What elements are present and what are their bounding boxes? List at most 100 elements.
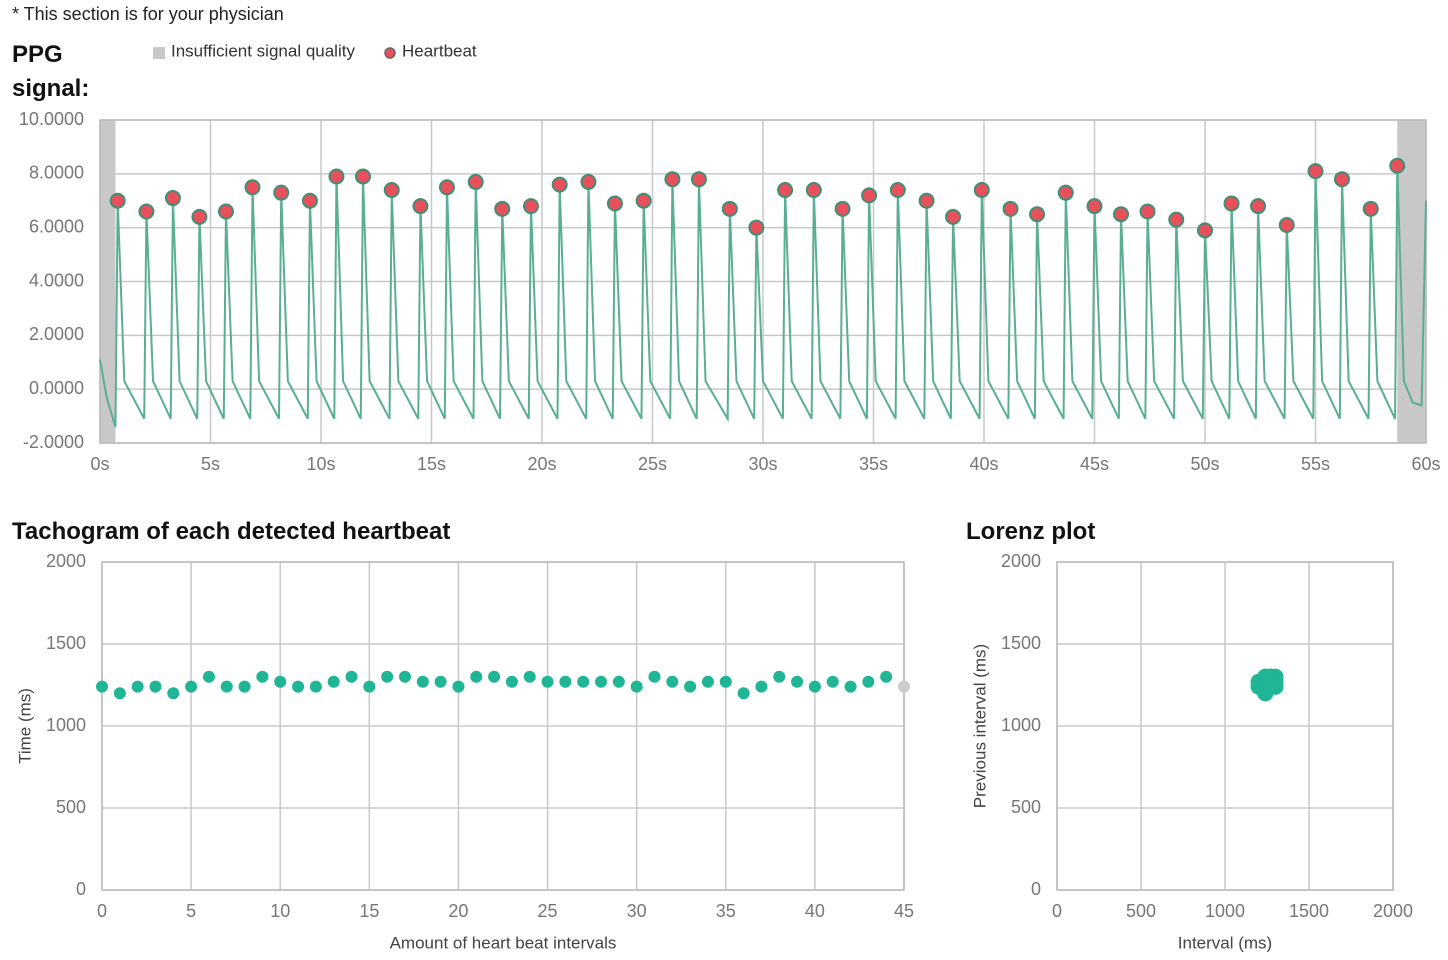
scatter-point [505,675,518,688]
heartbeat-marker [690,171,707,188]
heartbeat-marker [606,195,623,212]
x-tick-label: 20 [448,901,468,921]
x-tick-label: 1000 [1205,901,1245,921]
heartbeat-marker [721,200,738,217]
scatter-point [666,675,679,688]
heartbeat-marker [328,168,345,185]
y-tick-label: 1500 [1001,633,1041,653]
x-tick-label: 30 [627,901,647,921]
scatter-point [327,675,340,688]
legend-label: Insufficient signal quality [171,41,355,60]
scatter-point [559,675,572,688]
x-tick-label: 25s [638,454,667,474]
y-axis-label: Time (ms) [15,688,34,764]
x-tick-label: 40 [805,901,825,921]
x-tick-label: 55s [1301,454,1330,474]
x-tick-label: 20s [527,454,556,474]
y-tick-label: 2000 [1001,551,1041,571]
x-tick-label: 60s [1411,454,1440,474]
x-tick-label: 15 [359,901,379,921]
scatter-point [773,670,786,683]
y-tick-label: 0.0000 [29,378,84,398]
heartbeat-marker [1389,157,1406,174]
heartbeat-marker [1334,171,1351,188]
x-tick-label: 25 [538,901,558,921]
scatter-point [844,680,857,693]
heartbeat-marker [635,192,652,209]
scatter-point [612,675,625,688]
x-tick-label: 0 [97,901,107,921]
heartbeat-marker [138,203,155,220]
heartbeat-marker [889,181,906,198]
y-tick-label: 2.0000 [29,324,84,344]
scatter-point [256,670,269,683]
heartbeat-marker [834,200,851,217]
scatter-point [167,687,180,700]
heartbeat-marker [1057,184,1074,201]
y-tick-label: 500 [56,797,86,817]
y-tick-label: 6.0000 [29,216,84,236]
heartbeat-marker [1278,216,1295,233]
y-tick-label: 0 [76,879,86,899]
x-axis-label: Interval (ms) [1178,933,1272,952]
heartbeat-marker [580,173,597,190]
scatter-point [523,670,536,683]
heartbeat-marker [217,203,234,220]
y-tick-label: 2000 [46,551,86,571]
y-tick-label: 4.0000 [29,270,84,290]
scatter-point [202,670,215,683]
heartbeat-marker [664,171,681,188]
legend-swatch [153,47,165,59]
x-tick-label: 1500 [1289,901,1329,921]
heartbeat-marker [861,187,878,204]
x-tick-label: 30s [748,454,777,474]
scatter-point [791,675,804,688]
scatter-point [719,675,732,688]
heartbeat-marker [918,192,935,209]
scatter-point [220,680,233,693]
scatter-point [113,687,126,700]
plot-frame [1056,561,1394,891]
scatter-point [898,680,910,693]
heartbeat-marker [467,173,484,190]
scatter-point [541,675,554,688]
y-tick-label: 8.0000 [29,163,84,183]
x-tick-label: 35s [859,454,888,474]
scatter-point [755,680,768,693]
x-tick-label: 5 [186,901,196,921]
scatter-point [648,670,661,683]
scatter-point [595,675,608,688]
heartbeat-marker [522,198,539,215]
scatter-point [416,675,429,688]
heartbeat-marker [945,208,962,225]
chart-title: Lorenz plot [966,518,1096,545]
plot-frame [99,119,1427,444]
scatter-point [684,680,697,693]
legend-label: Heartbeat [402,41,477,60]
heartbeat-marker [164,190,181,207]
heartbeat-marker [244,179,261,196]
scatter-point [826,675,839,688]
y-tick-label: 1500 [46,633,86,653]
heartbeat-marker [777,181,794,198]
scatter-point [737,687,750,700]
scatter-point [701,675,714,688]
scatter-point [274,675,287,688]
scatter-point [880,670,893,683]
heartbeat-marker [273,184,290,201]
x-tick-label: 50s [1190,454,1219,474]
heartbeat-marker [1362,200,1379,217]
scatter-point [309,680,322,693]
heartbeat-marker [383,181,400,198]
scatter-point [470,670,483,683]
chart-title: Tachogram of each detected heartbeat [12,518,451,545]
y-tick-label: 10.0000 [19,109,84,129]
x-tick-label: 35 [716,901,736,921]
scatter-point [185,680,198,693]
heartbeat-marker [1307,163,1324,180]
x-axis-label: Amount of heart beat intervals [390,933,617,952]
heartbeat-marker [1250,198,1267,215]
scatter-point [96,680,108,693]
y-axis-label: Previous interval (ms) [970,644,989,808]
